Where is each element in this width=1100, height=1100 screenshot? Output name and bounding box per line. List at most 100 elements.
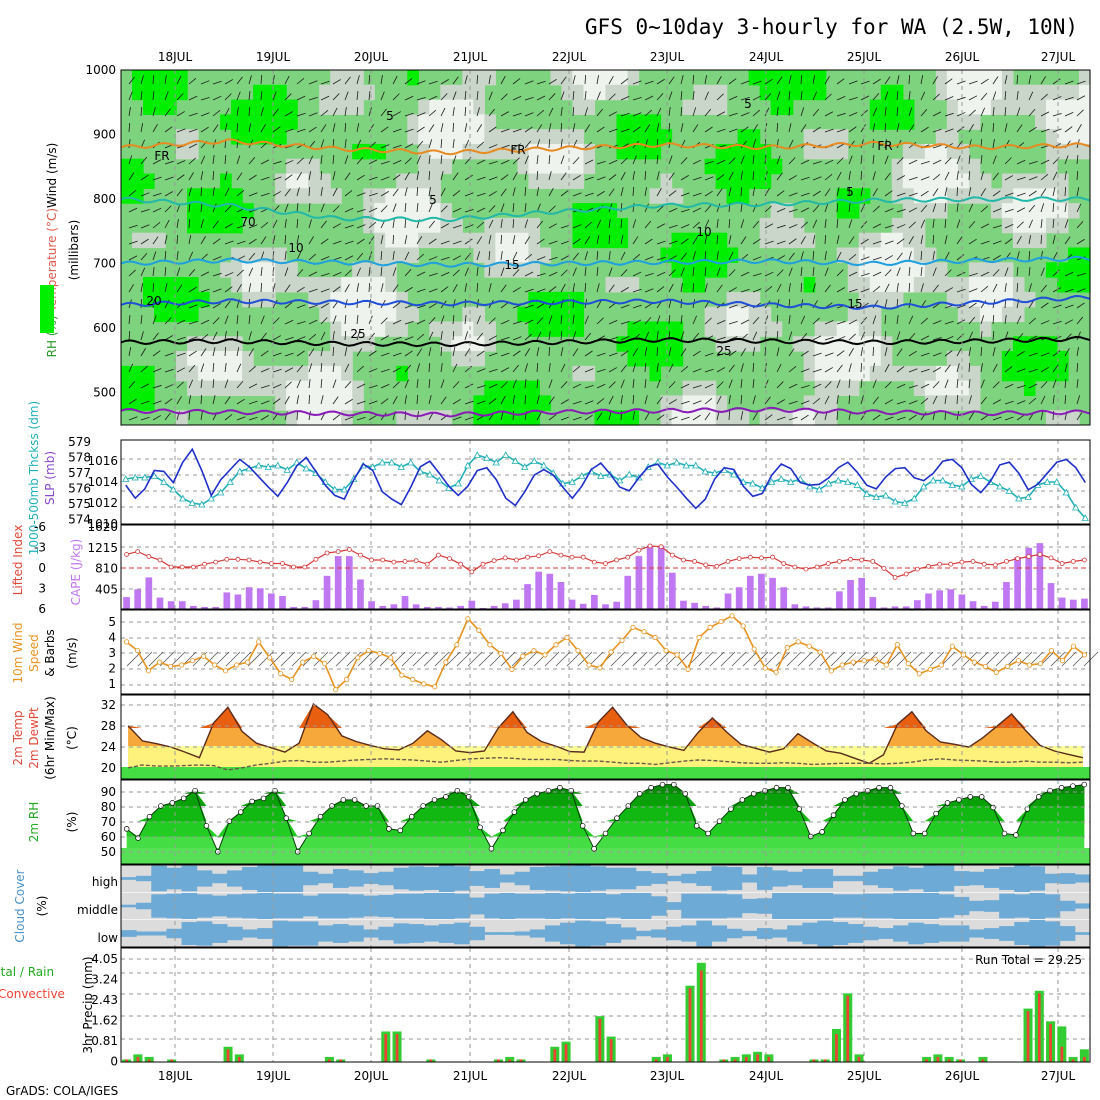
wind-speed-line-point — [311, 653, 317, 659]
wind-barb — [932, 251, 935, 261]
wind-barb — [920, 126, 929, 133]
temp-tick-label: 28 — [101, 719, 116, 733]
wind-barb — [357, 651, 373, 667]
wind-barb — [800, 267, 803, 277]
wind-barb — [320, 139, 325, 149]
cape-bar — [524, 584, 531, 609]
wind-barb — [896, 383, 906, 389]
rh-cell — [473, 410, 485, 426]
thickness-line-point — [616, 476, 624, 484]
rh-cell — [968, 262, 981, 278]
wind-barb — [356, 267, 361, 277]
wind-barb — [920, 383, 930, 389]
temp-tick-label: 20 — [101, 761, 116, 775]
rh-cell — [583, 84, 596, 101]
cloud-bar — [166, 867, 183, 890]
rh-cell — [649, 351, 662, 367]
date-axis-bottom: 18JUL 19JUL 20JUL 21JUL 22JUL 23JUL 24JUL 25JUL… — [158, 1069, 1076, 1083]
wind-barb — [896, 91, 899, 101]
wind-barb — [1016, 315, 1022, 325]
rh-cell — [440, 321, 452, 337]
rh-cell — [319, 351, 331, 367]
cloud-bar — [211, 895, 228, 917]
wind-barb — [440, 171, 444, 181]
wind-barb — [380, 317, 388, 325]
cloud-bar — [287, 893, 304, 919]
wind-barb — [956, 304, 966, 309]
wind-barb — [308, 80, 318, 85]
wind-barb — [296, 112, 306, 117]
rh-cell — [451, 217, 463, 234]
rh-cell — [946, 173, 959, 189]
wind-barb — [344, 398, 353, 405]
wind-barb — [944, 395, 947, 405]
run-total-annotation: Run Total = 29.25 — [975, 953, 1082, 967]
precip-convective-bar — [125, 1059, 128, 1062]
wind-barb — [908, 236, 914, 245]
wind-barb — [164, 126, 173, 133]
rh-cell — [836, 321, 849, 337]
wind-barb — [776, 107, 779, 117]
rh-cell — [924, 365, 937, 382]
wind-barb — [536, 302, 545, 309]
rh-cell — [693, 262, 706, 278]
wind-barb — [872, 123, 876, 133]
wind-barb — [656, 331, 659, 341]
wind-barb — [896, 157, 904, 165]
slp-line — [125, 447, 1086, 510]
wind-barb — [944, 320, 954, 325]
wind-speed-line-point — [806, 643, 812, 649]
wind-barb — [740, 126, 749, 133]
contour-label: FR — [510, 143, 525, 157]
wind-barb — [152, 415, 161, 421]
wind-barb — [296, 95, 306, 101]
rh-cell — [748, 306, 761, 323]
wind-barb — [152, 267, 155, 277]
rh-cell — [352, 380, 364, 397]
wind-barb — [488, 205, 496, 213]
rh-cell — [396, 203, 408, 219]
lifted-index-point — [246, 557, 252, 563]
cape-bar — [635, 556, 643, 609]
wind-barb — [356, 224, 366, 229]
wind-barb — [656, 271, 666, 277]
rh-cell — [418, 188, 430, 204]
wind-barb — [392, 367, 402, 373]
rh-cell — [1012, 217, 1025, 234]
wind-barb — [752, 109, 761, 117]
wind-barb — [968, 95, 978, 101]
wind-barb — [272, 126, 281, 133]
wind-speed-line-point — [476, 627, 482, 633]
wind-barb — [392, 267, 397, 277]
wind-barb — [536, 395, 540, 405]
wind-barb — [932, 267, 937, 277]
cloud-bar — [590, 893, 606, 919]
wind-barb — [464, 298, 467, 309]
wind-barb — [488, 108, 495, 117]
rh-cell — [836, 143, 849, 160]
rh-cell — [814, 321, 827, 337]
lifted-index-point — [1037, 552, 1043, 557]
wind-barb — [248, 174, 257, 181]
wind-barb — [992, 381, 1000, 389]
cape-bar — [836, 591, 843, 609]
lifted-index-point — [836, 559, 842, 564]
rh-cell — [176, 129, 188, 145]
rh-cell — [869, 306, 882, 323]
cape-bar — [613, 601, 620, 609]
lifted-index-point — [280, 561, 285, 566]
wind-barb — [764, 155, 767, 165]
rh-cell — [1012, 351, 1025, 367]
rh-cell — [143, 70, 155, 86]
rh-cell — [517, 129, 530, 145]
wind-barb — [992, 76, 999, 85]
rh-cell — [121, 173, 133, 189]
wind-barb — [680, 224, 690, 229]
wind-barb — [500, 203, 505, 213]
wind-barb — [620, 304, 630, 309]
cloud-bar — [226, 926, 243, 941]
rh-cell — [176, 306, 188, 323]
wind-barb — [836, 112, 846, 117]
cloud-bar — [121, 877, 137, 880]
